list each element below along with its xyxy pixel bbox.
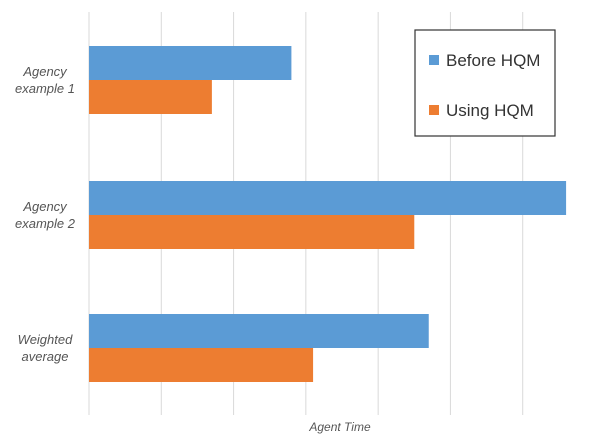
bars: [89, 46, 567, 382]
legend-label-using-hqm: Using HQM: [446, 101, 534, 120]
category-labels: Agency example 1 Agency example 2 Weighted av…: [15, 64, 76, 364]
category-label-line: Weighted: [18, 332, 73, 347]
category-label: Agency example 1: [15, 64, 75, 96]
legend-box: [414, 29, 556, 137]
category-label: Weighted average: [18, 332, 73, 364]
category-label-line: Agency: [22, 64, 68, 79]
bar-before-hqm-1: [89, 46, 292, 80]
x-axis-label: Agent Time: [308, 420, 371, 434]
bar-using-hqm-1: [89, 80, 212, 114]
category-label-line: example 2: [15, 216, 76, 231]
category-label-line: example 1: [15, 81, 75, 96]
legend-label-before-hqm: Before HQM: [446, 51, 540, 70]
bar-before-hqm-3: [89, 314, 429, 348]
bar-before-hqm-2: [89, 181, 567, 215]
category-label-line: average: [22, 349, 69, 364]
legend-swatch-using-hqm: [429, 105, 439, 115]
category-label-line: Agency: [22, 199, 68, 214]
category-label: Agency example 2: [15, 199, 76, 231]
bar-using-hqm-3: [89, 348, 314, 382]
legend-swatch-before-hqm: [429, 55, 439, 65]
legend: Before HQM Using HQM: [414, 29, 556, 137]
bar-using-hqm-2: [89, 215, 415, 249]
